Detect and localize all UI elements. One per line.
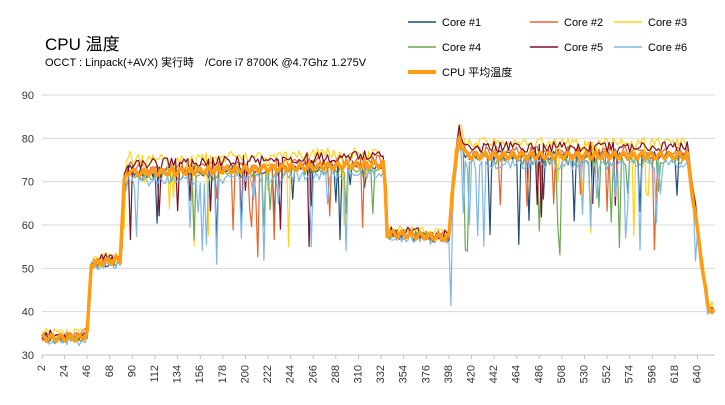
x-tick-label: 2 xyxy=(36,365,48,371)
legend-label: Core #3 xyxy=(648,17,687,29)
x-tick-label: 464 xyxy=(511,365,523,383)
legend: Core #1 Core #2 Core #3 Core #4 Core #5 Core … xyxy=(408,17,687,79)
legend-label: CPU 平均温度 xyxy=(442,65,512,79)
y-tick-label: 30 xyxy=(22,350,34,362)
x-tick-label: 134 xyxy=(172,365,184,383)
legend-label: Core #5 xyxy=(564,42,603,54)
y-tick-label: 50 xyxy=(22,263,34,275)
x-tick-label: 574 xyxy=(624,365,636,383)
x-tick-label: 178 xyxy=(217,365,229,383)
x-tick-label: 68 xyxy=(104,365,116,377)
x-tick-label: 288 xyxy=(330,365,342,383)
x-tick-label: 354 xyxy=(398,365,410,383)
y-tick-label: 60 xyxy=(22,220,34,232)
x-tick-label: 552 xyxy=(601,365,613,383)
gridlines xyxy=(42,95,715,355)
legend-label: Core #1 xyxy=(442,17,481,29)
x-tick-label: 332 xyxy=(375,365,387,383)
cpu-temperature-chart: CPU 温度 OCCT : Linpack(+AVX) 実行時 /Core i7… xyxy=(0,0,725,405)
y-tick-label: 70 xyxy=(22,177,34,189)
x-axis: 2 24 46 68 90 112 134 156 178 200 222 244 266 288 310 3… xyxy=(36,355,715,383)
x-tick-label: 310 xyxy=(352,365,364,383)
x-tick-label: 420 xyxy=(465,365,477,383)
x-tick-label: 530 xyxy=(579,365,591,383)
legend-label: Core #4 xyxy=(442,42,481,54)
x-tick-label: 46 xyxy=(81,365,93,377)
x-tick-label: 398 xyxy=(443,365,455,383)
x-tick-label: 266 xyxy=(307,365,319,383)
legend-label: Core #2 xyxy=(564,17,603,29)
x-tick-label: 90 xyxy=(126,365,138,377)
x-tick-label: 508 xyxy=(556,365,568,383)
chart-subtitle: OCCT : Linpack(+AVX) 実行時 /Core i7 8700K … xyxy=(45,55,367,69)
x-tick-label: 244 xyxy=(285,365,297,383)
x-tick-label: 24 xyxy=(59,365,71,377)
x-tick-label: 156 xyxy=(194,365,206,383)
chart-title: CPU 温度 xyxy=(45,35,120,54)
y-tick-label: 90 xyxy=(22,90,34,102)
legend-label: Core #6 xyxy=(648,42,687,54)
x-tick-label: 376 xyxy=(420,365,432,383)
series-lines xyxy=(42,124,714,345)
y-tick-label: 40 xyxy=(22,307,34,319)
x-tick-label: 222 xyxy=(262,365,274,383)
x-tick-label: 112 xyxy=(149,365,161,383)
x-tick-label: 486 xyxy=(533,365,545,383)
x-tick-label: 200 xyxy=(239,365,251,383)
x-tick-label: 618 xyxy=(669,365,681,383)
x-tick-label: 442 xyxy=(488,365,500,383)
x-tick-label: 640 xyxy=(692,365,704,383)
x-tick-label: 596 xyxy=(646,365,658,383)
y-axis: 30 40 50 60 70 80 90 xyxy=(22,90,34,362)
y-tick-label: 80 xyxy=(22,133,34,145)
